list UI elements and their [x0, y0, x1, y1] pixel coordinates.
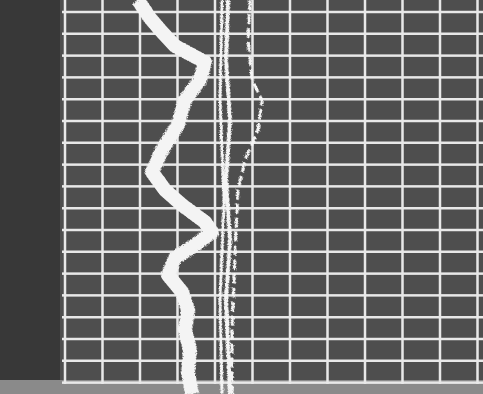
reference-line	[224, 0, 232, 394]
primary-trace	[132, 0, 219, 394]
traces	[132, 0, 264, 394]
reference-line-secondary	[218, 0, 226, 394]
left-margin-strip	[0, 0, 60, 394]
secondary-trace	[230, 0, 264, 394]
